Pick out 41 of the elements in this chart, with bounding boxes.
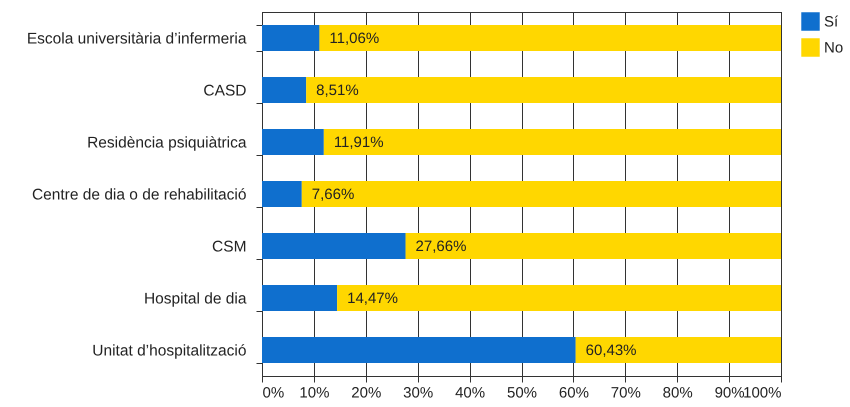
x-tick-label: 0% (262, 384, 284, 402)
bar (262, 129, 324, 155)
bar (302, 181, 781, 207)
bar (262, 181, 302, 207)
data-label: 14,47% (347, 290, 398, 307)
x-tick-label: 10% (299, 384, 330, 402)
bar (262, 285, 338, 311)
y-tick-label: CASD (203, 82, 246, 100)
y-tick-label: Escola universitària d’infermeria (26, 30, 247, 48)
legend-label: No (824, 40, 844, 56)
y-tick-label: Residència psiquiàtrica (87, 134, 247, 152)
legend-label: Sí (824, 14, 840, 30)
bar (262, 337, 576, 363)
y-tick-label: Centre de dia o de rehabilitació (32, 186, 246, 204)
data-label: 27,66% (416, 238, 466, 255)
y-tick-label: Hospital de dia (144, 290, 247, 308)
y-tick-label: CSM (212, 238, 246, 256)
bar (262, 25, 320, 51)
x-tick-label: 90% (714, 384, 745, 402)
bar (306, 77, 781, 103)
x-tick-label: 100% (743, 384, 782, 402)
bar (262, 77, 306, 103)
data-label: 7,66% (312, 186, 354, 203)
y-tick-label: Unitat d’hospitalització (92, 342, 246, 360)
x-tick-label: 80% (662, 384, 693, 402)
data-label: 8,51% (316, 82, 359, 99)
x-tick-label: 60% (558, 384, 589, 402)
bar (406, 233, 781, 259)
data-label: 60,43% (586, 342, 637, 359)
x-tick-label: 30% (403, 384, 434, 402)
data-label: 11,91% (334, 134, 384, 151)
data-label: 11,06% (329, 30, 380, 47)
x-tick-label: 20% (351, 384, 382, 402)
x-tick-label: 50% (506, 384, 538, 402)
bar (337, 285, 781, 311)
bar (262, 233, 406, 259)
bar (319, 25, 781, 51)
bar (576, 337, 781, 363)
bar (324, 129, 781, 155)
x-tick-label: 70% (610, 384, 641, 402)
x-tick-label: 40% (455, 384, 486, 402)
